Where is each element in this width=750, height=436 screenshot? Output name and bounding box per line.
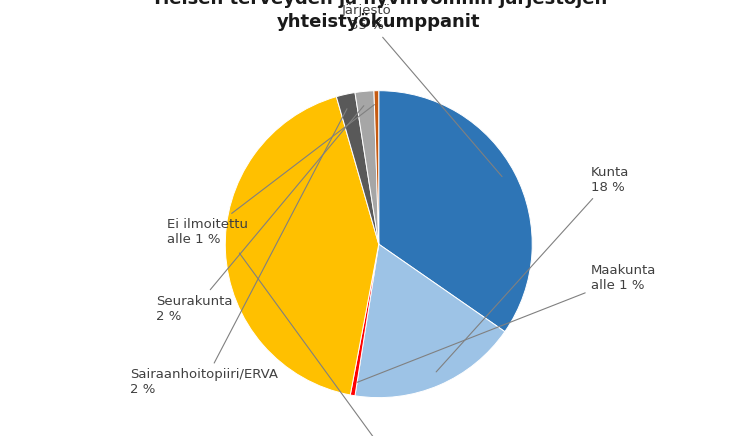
- Title: Yleisen terveyden ja hyvinvoinnin järjestöjen
yhteistyökumppanit: Yleisen terveyden ja hyvinvoinnin järjes…: [150, 0, 608, 31]
- Wedge shape: [350, 244, 379, 396]
- Text: Sairaanhoitopiiri/ERVA
2 %: Sairaanhoitopiiri/ERVA 2 %: [130, 109, 347, 396]
- Wedge shape: [355, 244, 505, 398]
- Wedge shape: [355, 91, 379, 244]
- Text: Kunta
18 %: Kunta 18 %: [436, 166, 629, 372]
- Wedge shape: [374, 91, 379, 244]
- Wedge shape: [336, 92, 379, 244]
- Text: Ei ilmoitettu
alle 1 %: Ei ilmoitettu alle 1 %: [167, 105, 374, 246]
- Text: Maakunta
alle 1 %: Maakunta alle 1 %: [357, 264, 656, 382]
- Wedge shape: [225, 97, 379, 395]
- Text: Seurakunta
2 %: Seurakunta 2 %: [156, 106, 364, 323]
- Text: Muu
43 %: Muu 43 %: [239, 253, 418, 436]
- Text: Järjestö
35 %: Järjestö 35 %: [341, 4, 502, 177]
- Wedge shape: [379, 91, 532, 332]
